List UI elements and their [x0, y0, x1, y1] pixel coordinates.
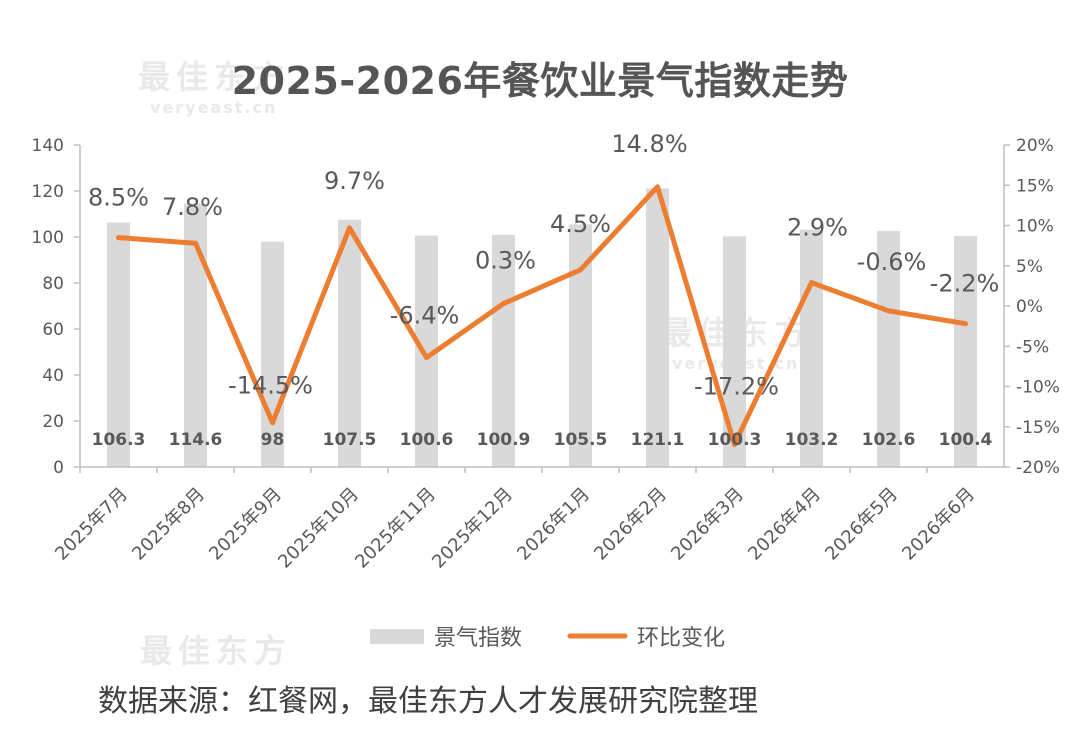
bar-value-label: 102.6 [862, 430, 916, 450]
bar-series [107, 188, 977, 468]
bar-value-label: 100.4 [939, 430, 993, 450]
right-tick-label: 0% [1016, 297, 1043, 317]
line-point [424, 355, 429, 361]
watermark-top-left: 最佳东方 veryeast.cn [138, 52, 290, 117]
watermark-en: veryeast.cn [150, 98, 278, 117]
bar [569, 224, 592, 467]
line-value-label: 9.7% [324, 167, 385, 195]
line-point [270, 420, 275, 426]
bar-value-label: 114.6 [169, 430, 223, 450]
line-point [578, 267, 583, 273]
right-tick-label: 20% [1016, 136, 1054, 156]
source-note: 数据来源：红餐网，最佳东方人才发展研究院整理 [98, 684, 758, 719]
bar-value-label: 121.1 [631, 430, 685, 450]
line-value-label: -2.2% [930, 270, 1000, 298]
x-tick-label: 2026年5月 [821, 484, 902, 565]
bar-value-label: 100.6 [400, 430, 454, 450]
x-tick-label: 2026年6月 [898, 484, 979, 565]
legend-bar-label: 景气指数 [434, 626, 522, 651]
line-value-label: -17.2% [694, 372, 779, 400]
line-point [193, 240, 198, 246]
line-value-label: -0.6% [857, 248, 927, 276]
legend-line-label: 环比变化 [637, 626, 725, 651]
x-tick-label: 2026年3月 [667, 484, 748, 565]
right-tick-label: 10% [1016, 217, 1054, 237]
x-tick-label: 2025年7月 [51, 484, 132, 565]
legend: 景气指数 环比变化 [370, 626, 725, 651]
bar [107, 222, 130, 467]
chart: 0 20 40 60 80 100 120 140 -20% -15% -10% -5% 0% 5% 10%… [32, 130, 1060, 651]
watermark-cn: 最佳东方 [138, 58, 291, 96]
left-tick-label: 80 [42, 274, 64, 294]
bar [723, 236, 746, 467]
bar [646, 188, 669, 467]
bar-value-label: 105.5 [554, 430, 608, 450]
bar-value-label: 98 [261, 430, 285, 450]
right-tick-label: -20% [1016, 458, 1060, 478]
line-value-label: 0.3% [475, 247, 536, 275]
line-value-label: 8.5% [88, 184, 149, 212]
data-labels: 106.3 114.6 98 107.5 100.6 100.9 105.5 121.1 100… [88, 130, 999, 450]
x-tick-label: 2025年12月 [428, 484, 517, 573]
right-tick-label: -10% [1016, 378, 1060, 398]
x-tick-label: 2025年11月 [351, 484, 440, 573]
bar-value-label: 100.9 [477, 430, 531, 450]
line-path [116, 184, 968, 447]
line-point [963, 321, 968, 327]
legend-bar-swatch [370, 629, 424, 644]
line-value-label: -6.4% [390, 302, 460, 330]
bar [338, 219, 361, 467]
line-point [116, 235, 121, 241]
bar-value-label: 100.3 [708, 430, 762, 450]
right-tick-label: 15% [1016, 176, 1054, 196]
left-tick-label: 140 [32, 136, 64, 156]
line-value-label: 2.9% [787, 214, 848, 242]
right-tick-label: -15% [1016, 418, 1060, 438]
line-value-label: 4.5% [550, 210, 611, 238]
left-tick-label: 60 [42, 320, 64, 340]
line-point [501, 301, 506, 307]
bar [415, 235, 438, 467]
line-point [809, 280, 814, 286]
left-tick-label: 0 [53, 458, 64, 478]
line-value-label: 14.8% [611, 130, 687, 158]
bar [954, 236, 977, 467]
line-point [886, 308, 891, 314]
bar [184, 203, 207, 468]
left-tick-label: 20 [42, 412, 64, 432]
x-tick-label: 2026年2月 [590, 484, 671, 565]
bar-value-label: 106.3 [92, 430, 146, 450]
line-point [732, 441, 737, 447]
x-tick-label: 2025年8月 [128, 484, 209, 565]
line-series [116, 184, 968, 447]
line-value-label: 7.8% [162, 193, 223, 221]
line-point [655, 184, 660, 190]
x-tick-label: 2026年4月 [744, 484, 825, 565]
bar [877, 231, 900, 467]
watermark-bottom-left: 最佳东方 [140, 626, 292, 672]
right-tick-label: 5% [1016, 257, 1043, 277]
watermark-cn: 最佳东方 [140, 632, 293, 670]
bar-value-label: 107.5 [323, 430, 377, 450]
x-tick-label: 2025年10月 [274, 484, 363, 573]
line-point [347, 225, 352, 231]
chart-title: 2025-2026年餐饮业景气指数走势 [231, 59, 849, 103]
right-tick-label: -5% [1016, 337, 1049, 357]
left-tick-label: 100 [32, 228, 64, 248]
left-tick-label: 120 [32, 182, 64, 202]
bar-value-label: 103.2 [785, 430, 839, 450]
left-tick-label: 40 [42, 366, 64, 386]
x-tick-label: 2026年1月 [513, 484, 594, 565]
line-value-label: -14.5% [228, 372, 313, 400]
x-tick-label: 2025年9月 [205, 484, 286, 565]
bar [492, 234, 515, 467]
